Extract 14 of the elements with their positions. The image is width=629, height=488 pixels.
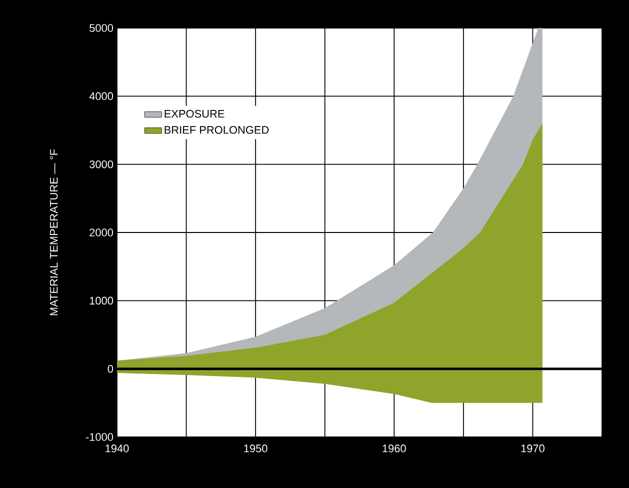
- y-tick-label: 1000: [90, 296, 114, 305]
- y-tick-label: -1000: [86, 433, 114, 441]
- legend-label: EXPOSURE: [164, 110, 224, 118]
- y-tick-label: 5000: [90, 24, 114, 32]
- y-axis-title: MATERIAL TEMPERATURE — °F: [50, 149, 58, 316]
- y-tick-label: 0: [108, 364, 114, 373]
- x-tick-label: 1960: [382, 444, 406, 452]
- y-tick-label: 4000: [89, 92, 114, 100]
- y-tick-label: 3000: [90, 160, 114, 168]
- legend-label: BRIEF PROLONGED: [164, 126, 269, 134]
- x-tick-label: 1940: [106, 444, 129, 452]
- x-tick-label: 1950: [244, 444, 268, 452]
- y-tick-label: 2000: [90, 228, 114, 236]
- x-tick-label: 1970: [521, 444, 544, 452]
